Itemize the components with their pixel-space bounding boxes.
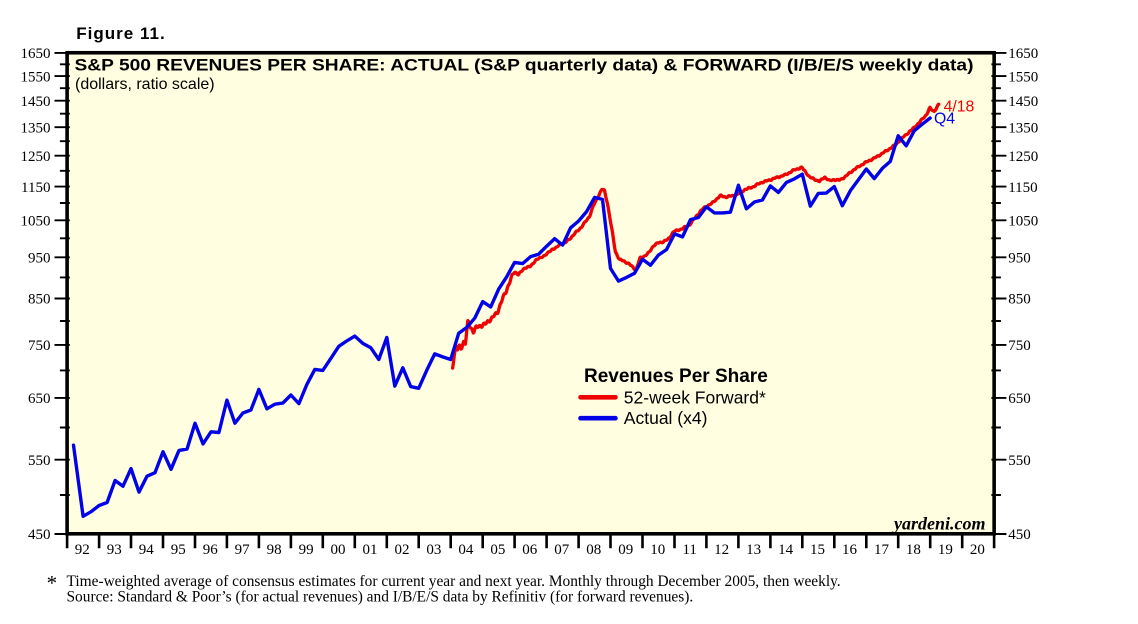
svg-text:1250: 1250 bbox=[1008, 149, 1038, 165]
svg-text:950: 950 bbox=[28, 251, 51, 267]
svg-text:1450: 1450 bbox=[21, 94, 51, 110]
svg-text:1050: 1050 bbox=[21, 214, 51, 230]
svg-text:1650: 1650 bbox=[21, 46, 51, 62]
svg-text:S&P 500 REVENUES PER SHARE: AC: S&P 500 REVENUES PER SHARE: ACTUAL (S&P … bbox=[75, 56, 974, 75]
svg-text:750: 750 bbox=[28, 338, 51, 354]
svg-text:1550: 1550 bbox=[21, 69, 51, 85]
svg-text:20: 20 bbox=[970, 542, 985, 558]
svg-text:06: 06 bbox=[522, 542, 538, 558]
svg-text:1350: 1350 bbox=[21, 120, 51, 136]
svg-text:52-week Forward*: 52-week Forward* bbox=[624, 387, 766, 407]
svg-text:1050: 1050 bbox=[1008, 214, 1038, 230]
svg-text:Q4: Q4 bbox=[934, 110, 955, 127]
svg-text:05: 05 bbox=[490, 542, 505, 558]
svg-text:1550: 1550 bbox=[1008, 69, 1038, 85]
svg-text:4/18: 4/18 bbox=[944, 98, 975, 115]
svg-text:450: 450 bbox=[1008, 527, 1030, 543]
svg-text:650: 650 bbox=[28, 391, 51, 407]
svg-text:13: 13 bbox=[746, 542, 761, 558]
svg-text:04: 04 bbox=[458, 542, 474, 558]
svg-text:1150: 1150 bbox=[1008, 180, 1037, 196]
svg-text:93: 93 bbox=[107, 542, 122, 558]
svg-text:96: 96 bbox=[203, 542, 219, 558]
svg-text:16: 16 bbox=[842, 542, 858, 558]
svg-text:18: 18 bbox=[906, 542, 921, 558]
svg-text:99: 99 bbox=[299, 542, 314, 558]
svg-text:550: 550 bbox=[1008, 453, 1030, 469]
svg-text:yardeni.com: yardeni.com bbox=[892, 514, 986, 534]
svg-text:95: 95 bbox=[171, 542, 186, 558]
svg-text:750: 750 bbox=[1008, 338, 1030, 354]
svg-text:07: 07 bbox=[554, 542, 570, 558]
svg-text:Time-weighted average of conse: Time-weighted average of consensus estim… bbox=[67, 573, 841, 590]
svg-text:850: 850 bbox=[1008, 292, 1030, 308]
svg-text:450: 450 bbox=[28, 527, 51, 543]
svg-text:14: 14 bbox=[778, 542, 794, 558]
svg-text:98: 98 bbox=[267, 542, 282, 558]
svg-text:1450: 1450 bbox=[1008, 94, 1038, 110]
svg-text:850: 850 bbox=[28, 292, 51, 308]
svg-text:950: 950 bbox=[1008, 251, 1030, 267]
svg-text:94: 94 bbox=[139, 542, 155, 558]
svg-text:11: 11 bbox=[682, 542, 696, 558]
svg-text:97: 97 bbox=[235, 542, 251, 558]
svg-text:550: 550 bbox=[28, 453, 51, 469]
svg-text:09: 09 bbox=[618, 542, 633, 558]
svg-text:(dollars, ratio scale): (dollars, ratio scale) bbox=[75, 76, 215, 93]
svg-text:Source: Standard & Poor’s (for: Source: Standard & Poor’s (for actual re… bbox=[67, 589, 694, 606]
svg-text:08: 08 bbox=[586, 542, 601, 558]
svg-text:15: 15 bbox=[810, 542, 825, 558]
svg-text:02: 02 bbox=[395, 542, 410, 558]
svg-text:1350: 1350 bbox=[1008, 120, 1038, 136]
svg-text:01: 01 bbox=[363, 542, 378, 558]
svg-text:Actual (x4): Actual (x4) bbox=[624, 408, 708, 428]
svg-text:*: * bbox=[47, 571, 58, 595]
svg-text:Figure 11.: Figure 11. bbox=[76, 24, 165, 43]
svg-text:92: 92 bbox=[75, 542, 90, 558]
svg-text:03: 03 bbox=[426, 542, 441, 558]
svg-text:00: 00 bbox=[331, 542, 346, 558]
svg-text:10: 10 bbox=[650, 542, 665, 558]
svg-text:19: 19 bbox=[938, 542, 953, 558]
svg-text:1150: 1150 bbox=[21, 180, 50, 196]
svg-text:17: 17 bbox=[874, 542, 890, 558]
svg-text:1650: 1650 bbox=[1008, 46, 1038, 62]
svg-text:1250: 1250 bbox=[21, 149, 51, 165]
svg-text:12: 12 bbox=[714, 542, 729, 558]
svg-text:650: 650 bbox=[1008, 391, 1030, 407]
svg-text:Revenues Per Share: Revenues Per Share bbox=[584, 366, 768, 387]
